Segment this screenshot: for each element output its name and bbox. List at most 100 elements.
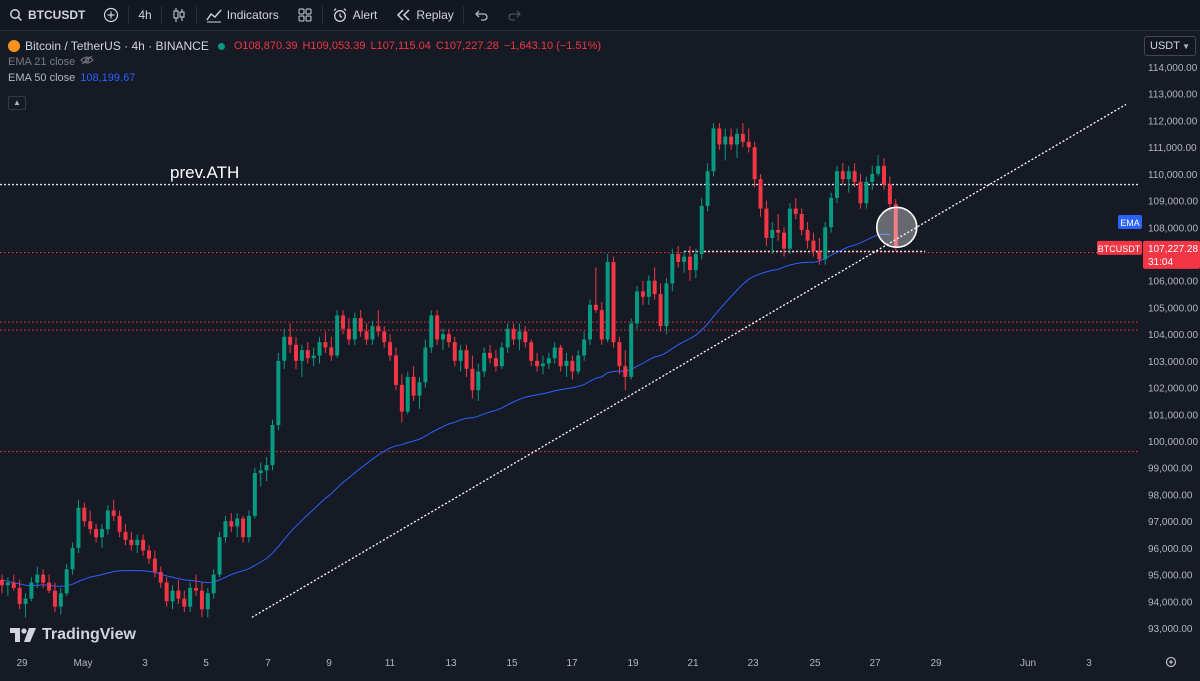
- candle-body: [488, 352, 493, 359]
- candle-body: [764, 208, 769, 238]
- time-tick-label: Jun: [1020, 658, 1036, 669]
- indicators-button[interactable]: Indicators: [197, 0, 288, 30]
- candle: [358, 310, 363, 337]
- price-chart[interactable]: prev.ATH 93,000.00 94,000.00 95,000.00 96,0…: [0, 31, 1200, 681]
- candle: [629, 318, 634, 380]
- candle-body: [376, 326, 381, 332]
- candle-body: [217, 537, 222, 575]
- settings-gear-icon[interactable]: [1165, 656, 1177, 668]
- candle: [35, 566, 40, 588]
- candle: [258, 462, 263, 487]
- time-axis[interactable]: 29 May 3 5 7 9 11 13 15 17 19 21 23 25 27 29 Jun 3: [16, 658, 1092, 669]
- grid-icon: [297, 7, 313, 23]
- candle: [805, 221, 810, 249]
- candle-body: [23, 598, 28, 604]
- time-tick-label: 13: [445, 658, 457, 669]
- candle: [270, 419, 275, 471]
- prev-ath-annotation[interactable]: prev.ATH: [170, 163, 239, 182]
- candle: [811, 232, 816, 257]
- candle: [623, 350, 628, 391]
- bar-countdown: 31:04: [1148, 257, 1173, 268]
- ohlc-change: −1,643.10 (−1.51%): [503, 40, 602, 52]
- candle-body: [282, 336, 287, 361]
- currency-select[interactable]: USDT ▼: [1144, 36, 1196, 56]
- ema50-value: 108,199.67: [80, 72, 136, 84]
- candle: [458, 344, 463, 372]
- candle-body: [52, 590, 57, 607]
- divider: [462, 6, 464, 24]
- candle: [317, 336, 322, 364]
- candle: [829, 192, 834, 233]
- symbol-search[interactable]: BTCUSDT: [0, 0, 94, 30]
- candle: [111, 499, 116, 522]
- symbol-legend-row[interactable]: Bitcoin / TetherUS · 4h · BINANCE O108,8…: [8, 38, 601, 54]
- candle: [852, 163, 857, 188]
- redo-button[interactable]: [498, 0, 532, 30]
- candle: [729, 128, 734, 150]
- candle-body: [5, 582, 10, 586]
- compare-button[interactable]: [94, 0, 128, 30]
- candle: [294, 336, 298, 369]
- candle: [593, 267, 598, 313]
- chart-type-button[interactable]: [162, 0, 196, 30]
- candle: [605, 254, 610, 343]
- candle-body: [311, 355, 316, 359]
- candle: [382, 326, 387, 348]
- candle: [241, 515, 246, 543]
- interval-button[interactable]: 4h: [129, 0, 160, 30]
- candle-body: [88, 521, 93, 530]
- candle: [158, 566, 163, 588]
- price-tick-label: 95,000.00: [1148, 571, 1193, 582]
- candle-body: [529, 342, 534, 361]
- alert-button[interactable]: Alert: [323, 0, 387, 30]
- candle-body: [640, 291, 645, 297]
- candle: [117, 510, 122, 538]
- time-tick-label: 5: [203, 658, 209, 669]
- candle-body: [205, 593, 210, 610]
- ema21-legend-row[interactable]: EMA 21 close: [8, 54, 601, 70]
- candle-body: [188, 587, 193, 607]
- candle-body: [258, 470, 263, 474]
- candle-body: [770, 229, 775, 238]
- candle: [246, 510, 251, 543]
- candle-body: [370, 326, 375, 340]
- candle-body: [676, 254, 681, 263]
- candle: [0, 574, 4, 594]
- tradingview-logo[interactable]: TradingView: [10, 626, 136, 644]
- ema50-legend-row[interactable]: EMA 50 close 108,199.67: [8, 70, 601, 86]
- replay-button[interactable]: Replay: [386, 0, 462, 30]
- ema-tag-box: [1118, 214, 1142, 229]
- alert-label: Alert: [352, 8, 378, 22]
- interval-label: 4h: [138, 8, 152, 22]
- ohlc-open: O108,870.39: [233, 40, 298, 52]
- candle-body: [229, 521, 234, 527]
- candle: [493, 350, 498, 372]
- candle: [617, 336, 622, 375]
- candle-body: [823, 227, 828, 260]
- candle: [5, 577, 10, 596]
- candle: [405, 371, 410, 415]
- candle-body: [711, 128, 716, 172]
- time-tick-label: May: [74, 658, 93, 669]
- candle-body: [723, 136, 728, 145]
- search-icon: [9, 8, 23, 22]
- candle-body: [740, 133, 745, 142]
- candle-body: [194, 587, 199, 591]
- candle-body: [464, 350, 469, 369]
- layouts-button[interactable]: [288, 0, 322, 30]
- eye-hidden-icon[interactable]: [80, 54, 94, 70]
- candle-body: [535, 360, 540, 367]
- candle: [482, 347, 487, 377]
- candle: [846, 165, 851, 193]
- last-price-value: 107,227.28: [1148, 244, 1198, 255]
- candle: [770, 221, 775, 254]
- candle: [858, 173, 863, 209]
- candle: [205, 587, 210, 618]
- price-axis[interactable]: 93,000.00 94,000.00 95,000.00 96,000.00 97,0…: [1140, 31, 1200, 651]
- candle: [82, 502, 87, 527]
- candle-body: [170, 590, 175, 602]
- candle: [882, 157, 886, 190]
- candle: [264, 457, 269, 482]
- collapse-legend-button[interactable]: ▲: [8, 96, 26, 110]
- undo-button[interactable]: [464, 0, 498, 30]
